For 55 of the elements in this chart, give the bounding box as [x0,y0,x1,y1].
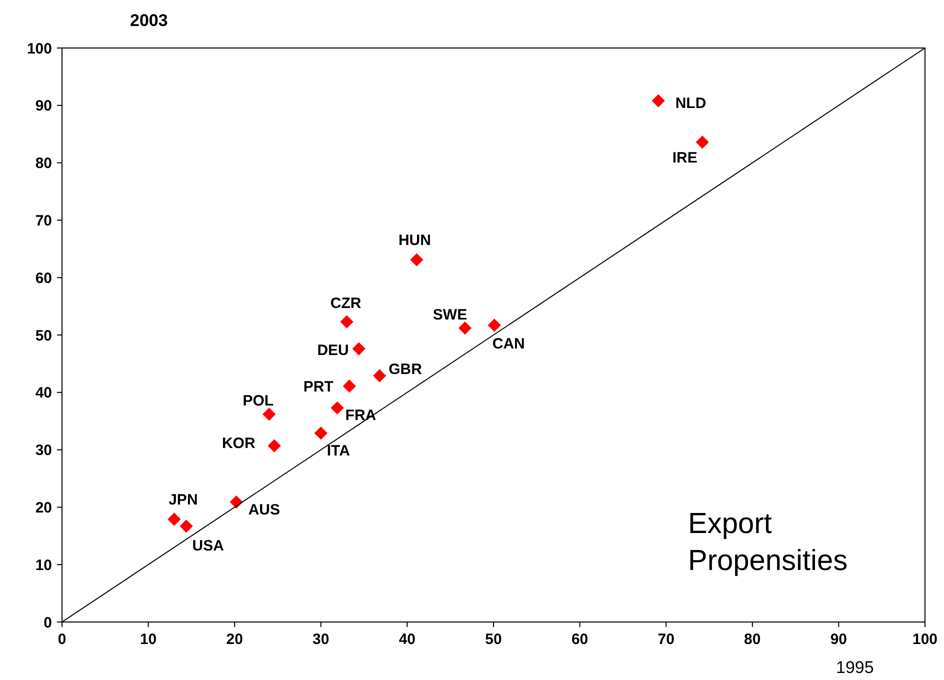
annotation: KOR [222,435,256,452]
x-tick-label: 20 [226,631,243,648]
x-tick-label: 40 [398,631,416,648]
y-tick-label: 70 [35,212,52,230]
point [488,318,501,332]
x-tick-label: 100 [912,631,938,648]
annotation: IRE [672,149,698,166]
x-tick-label: 0 [58,631,66,648]
y-tick-label: 40 [35,384,52,402]
annotation: PRT [303,378,334,396]
point [352,342,366,356]
annotation: SWE [432,306,468,324]
point [314,426,328,440]
point [696,136,709,149]
point [410,253,424,266]
y-tick-label: 60 [35,270,52,287]
x-tick-label: 60 [571,631,588,648]
x-tick-label: 90 [830,631,848,648]
annotation: AUS [248,501,280,518]
y-tick-label: 100 [26,40,52,58]
x-tick-label: 30 [312,631,330,648]
annotation: HUN [398,232,431,250]
y-tick-label: 90 [35,98,52,115]
point [342,380,356,393]
y-tick-label: 20 [35,499,52,516]
point [268,439,281,452]
annotation: JPN [168,492,198,509]
annotation: Export Propensities [688,508,848,577]
point [180,520,193,533]
annotation: GBR [388,361,422,378]
point [458,322,472,335]
y-axis-title: 2003 [130,11,168,30]
annotation: NLD [675,95,706,112]
x-tick-label: 70 [658,631,674,648]
y-tick-label: 50 [35,327,52,344]
annotation: ITA [326,442,350,460]
x-tick-label: 50 [485,631,502,648]
y-tick-label: 0 [44,614,52,632]
annotation: CZR [330,295,362,312]
y-tick-label: 80 [35,155,52,172]
point [262,408,276,421]
point [652,94,665,108]
annotation: DEU [317,342,349,360]
point [373,369,386,382]
x-tick-label: 10 [140,631,157,648]
x-tick-label: 80 [744,631,761,648]
y-tick-label: 10 [35,556,52,574]
point [340,315,354,328]
annotation: POL [242,392,274,410]
y-tick-label: 30 [35,442,52,460]
x-axis-title: 1995 [836,658,874,677]
point [330,401,344,414]
annotation: USA [192,537,224,554]
annotation: CAN [492,335,525,352]
point [168,512,181,526]
